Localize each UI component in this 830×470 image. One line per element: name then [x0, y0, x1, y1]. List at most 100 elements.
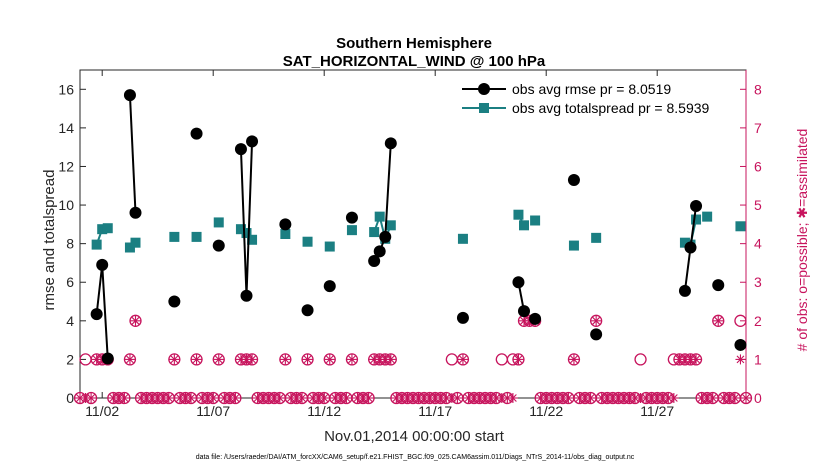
obs-assimilated-point	[424, 393, 435, 403]
asterisk-stroke	[575, 394, 584, 402]
totalspread-point	[130, 237, 141, 248]
obs-assimilated-point	[463, 393, 474, 403]
y-right-tick-label: 4	[754, 236, 762, 252]
x-tick-label: 11/02	[85, 403, 119, 419]
rmse-point	[379, 230, 392, 243]
asterisk-stroke	[742, 394, 750, 402]
obs-assimilated-point	[668, 393, 679, 403]
asterisk-stroke	[714, 316, 723, 325]
asterisk-stroke	[392, 394, 401, 402]
x-tick-label: 11/17	[418, 403, 452, 419]
obs-assimilated-point	[119, 393, 130, 403]
asterisk-stroke	[636, 394, 645, 402]
asterisk-stroke	[309, 394, 317, 402]
asterisk-stroke	[597, 394, 606, 402]
asterisk-stroke	[203, 394, 212, 402]
asterisk-stroke	[126, 355, 134, 364]
rmse-point	[123, 89, 136, 102]
legend-rmse-label: obs avg rmse pr = 8.0519	[512, 81, 671, 97]
asterisk-stroke	[692, 355, 700, 364]
asterisk-stroke	[620, 394, 628, 402]
obs-assimilated-point	[591, 315, 602, 326]
obs-assimilated-point	[735, 354, 746, 365]
totalspread-point	[169, 231, 180, 242]
asterisk-stroke	[475, 394, 484, 402]
asterisk-stroke	[414, 394, 423, 402]
asterisk-stroke	[653, 394, 662, 402]
rmse-point	[246, 135, 259, 148]
obs-assimilated-point	[618, 393, 629, 403]
asterisk-stroke	[464, 394, 473, 402]
asterisk-stroke	[442, 394, 451, 402]
asterisk-stroke	[292, 394, 301, 402]
asterisk-stroke	[586, 394, 595, 402]
asterisk-stroke	[719, 394, 728, 402]
rmse-point	[234, 143, 247, 156]
y-tick-label: 8	[66, 236, 74, 252]
totalspread-point	[241, 228, 252, 239]
obs-possible-point	[301, 353, 314, 366]
asterisk-stroke	[109, 394, 118, 402]
obs-assimilated-point	[324, 354, 335, 365]
totalspread-point	[280, 229, 291, 239]
legend-spread-marker	[479, 103, 489, 113]
rmse-point	[456, 311, 469, 324]
obs-assimilated-point	[474, 393, 485, 403]
asterisk-stroke	[675, 355, 684, 364]
totalspread-point	[702, 211, 713, 222]
obs-assimilated-point	[496, 393, 507, 403]
asterisk-stroke	[375, 355, 384, 364]
obs-assimilated-point	[280, 354, 291, 365]
asterisk-stroke	[669, 394, 678, 402]
asterisk-stroke	[536, 394, 545, 402]
obs-possible-point	[734, 314, 747, 327]
x-tick-label: 11/27	[640, 403, 674, 419]
y-right-axis-label: # of obs: o=possible; ✱=assimilated	[794, 129, 810, 352]
x-axis-label: Nov.01,2014 00:00:00 start	[324, 428, 505, 445]
asterisk-stroke	[608, 394, 617, 402]
y-tick-label: 0	[66, 390, 74, 406]
rmse-point	[240, 289, 253, 302]
obs-assimilated-point	[341, 393, 352, 403]
rmse-point	[567, 173, 580, 186]
asterisk-stroke	[214, 355, 223, 364]
asterisk-stroke	[264, 394, 273, 402]
totalspread-point	[191, 231, 202, 242]
obs-assimilated-point	[363, 393, 374, 403]
asterisk-stroke	[497, 394, 506, 402]
obs-possible-point	[634, 353, 647, 366]
obs-assimilated-point	[385, 354, 396, 365]
asterisk-stroke	[625, 394, 634, 402]
asterisk-stroke	[409, 394, 417, 402]
rmse-point	[712, 279, 725, 292]
rmse-point	[129, 206, 142, 219]
asterisk-stroke	[181, 394, 190, 402]
asterisk-stroke	[486, 394, 495, 402]
asterisk-stroke	[514, 355, 523, 364]
rmse-point	[684, 241, 697, 254]
obs-assimilated-point	[191, 354, 202, 365]
obs-assimilated-point	[724, 393, 735, 403]
asterisk-stroke	[731, 394, 739, 402]
asterisk-stroke	[509, 394, 517, 402]
obs-possible-point	[567, 353, 581, 366]
asterisk-stroke	[570, 355, 578, 364]
legend-rmse-marker	[478, 83, 490, 95]
obs-assimilated-point	[502, 393, 513, 403]
asterisk-stroke	[553, 394, 562, 402]
obs-possible-point	[512, 353, 525, 366]
asterisk-stroke	[314, 394, 323, 402]
obs-assimilated-point	[269, 393, 280, 403]
obs-assimilated-point	[130, 315, 141, 326]
asterisk-stroke	[492, 394, 501, 402]
asterisk-stroke	[359, 394, 367, 402]
series-line	[239, 141, 254, 296]
obs-possible-point	[445, 353, 459, 366]
y-tick-label: 10	[58, 197, 74, 213]
obs-assimilated-point	[568, 354, 579, 365]
x-tick-label: 11/07	[196, 403, 230, 419]
asterisk-stroke	[209, 394, 218, 402]
rmse-point	[734, 338, 747, 351]
